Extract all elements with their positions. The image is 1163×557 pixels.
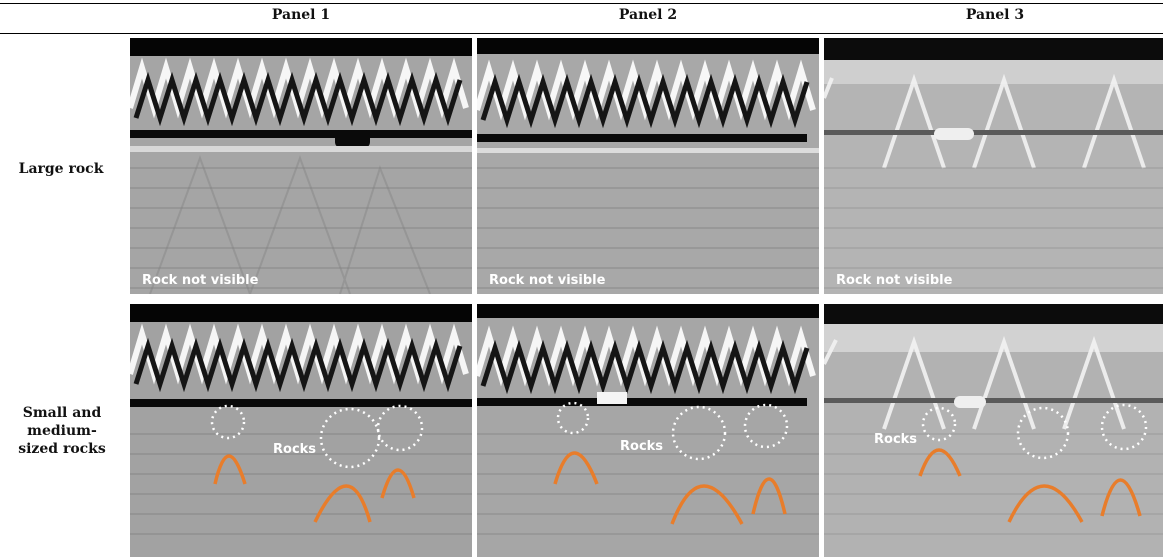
hyperbola-markers [918,448,1142,523]
row-label-small-medium-rocks: Small and medium-sized rocks [18,405,106,457]
radargram-panel-3-large-rock: Rock not visible [824,38,1163,294]
radargram-panel-3-small-rocks: Rocks [824,304,1163,557]
radargram-image [130,304,472,557]
caption-rock-not-visible: Rock not visible [489,273,606,288]
caption-rock-not-visible: Rock not visible [836,273,953,288]
rocks-annotation-label: Rocks [874,432,918,447]
radargram-panel-2-small-rocks: Rocks [477,304,819,557]
radargram-panel-1-small-rocks: Rocks [130,304,472,557]
hyperbola-markers [213,454,416,523]
rock-circle-markers [556,401,789,461]
caption-rock-not-visible: Rock not visible [142,273,259,288]
row-label-large-rock: Large rock [18,161,104,177]
column-header-panel-1: Panel 1 [271,7,331,23]
rocks-annotation-label: Rocks [620,439,664,454]
header-rule [0,33,1163,34]
radargram-panel-2-large-rock: Rock not visible [477,38,819,294]
radargram-image [824,304,1163,557]
radargram-panel-1-large-rock: Rock not visible [130,38,472,294]
column-header-panel-2: Panel 2 [618,7,678,23]
rock-circle-markers [921,403,1148,460]
radargram-image [130,38,472,294]
radargram-image [477,304,819,557]
radargram-image [477,38,819,294]
radargram-image [824,38,1163,294]
column-header-panel-3: Panel 3 [965,7,1025,23]
hyperbola-markers [553,451,787,525]
rocks-annotation-label: Rocks [273,442,317,457]
rock-circle-markers [210,404,424,469]
table-top-rule [0,3,1163,4]
